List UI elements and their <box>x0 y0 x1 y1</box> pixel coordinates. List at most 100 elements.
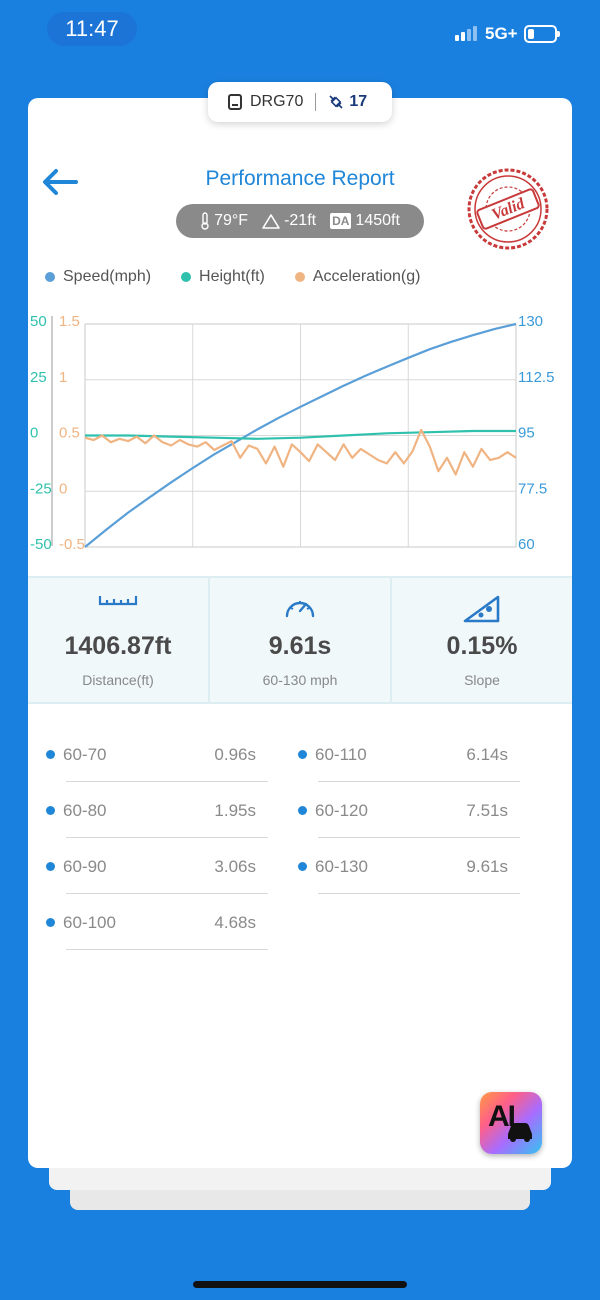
legend-label: Acceleration(g) <box>312 268 421 285</box>
legend-item-acceleration: Acceleration(g) <box>294 268 421 286</box>
time-label: 60-130 mph <box>262 672 338 688</box>
thermometer-icon <box>201 212 209 230</box>
valid-stamp-icon: Valid <box>467 168 549 250</box>
bullet-icon <box>298 806 307 815</box>
temperature-item: 79°F <box>200 212 248 230</box>
satellite-count: 17 <box>349 93 368 110</box>
list-item: 60-120 7.51s <box>280 782 520 838</box>
device-icon <box>228 94 242 110</box>
device-tab[interactable]: DRG70 17 <box>208 82 392 122</box>
list-item: 60-90 3.06s <box>28 838 268 894</box>
left-tick-label: 25 <box>30 369 47 386</box>
chart-legend: Speed(mph) Height(ft) Acceleration(g) <box>45 268 420 286</box>
divider <box>66 837 268 838</box>
divider <box>318 893 520 894</box>
density-altitude-item: DA 1450ft <box>330 212 400 230</box>
performance-chart: 50 25 0 -25 -50 1.5 1 0.5 0 -0.5 130 112.5 95 77.5 60 <box>30 313 554 553</box>
list-item: 60-70 0.96s <box>28 726 268 782</box>
split-range: 60-130 <box>315 857 368 876</box>
divider <box>318 837 520 838</box>
speedometer-icon <box>285 601 315 618</box>
bullet-icon <box>298 750 307 759</box>
legend-item-height: Height(ft) <box>181 268 265 286</box>
legend-label: Height(ft) <box>199 268 265 285</box>
stat-time: 9.61s 60-130 mph <box>210 578 392 702</box>
legend-label: Speed(mph) <box>63 268 152 285</box>
legend-item-speed: Speed(mph) <box>45 268 151 286</box>
slope-icon <box>463 595 500 623</box>
network-label: 5G+ <box>485 24 518 43</box>
satellite-icon <box>329 95 343 109</box>
battery-icon <box>524 25 560 43</box>
series-line-speed-mph <box>84 322 517 548</box>
bullet-icon <box>46 806 55 815</box>
left-tick-label: -50 <box>30 536 52 553</box>
series-line-height-ft <box>85 429 516 440</box>
split-time: 4.68s <box>214 913 256 932</box>
car-icon <box>508 1123 532 1142</box>
stat-distance: 1406.87ft Distance(ft) <box>28 578 210 702</box>
right-tick-label: 130 <box>518 313 543 330</box>
divider <box>66 781 268 782</box>
right-tick-label: 77.5 <box>518 480 547 497</box>
conditions-badge: 79°F -21ft DA 1450ft <box>176 204 424 238</box>
list-item: 60-100 4.68s <box>28 894 268 950</box>
split-time: 9.61s <box>466 857 508 876</box>
right-tick-label: 112.5 <box>518 369 554 386</box>
left-tick-label: 0 <box>30 425 38 442</box>
split-time: 6.14s <box>466 745 508 764</box>
split-time: 1.95s <box>214 801 256 820</box>
right-tick-label: 95 <box>518 425 535 442</box>
split-range: 60-70 <box>63 745 107 764</box>
bullet-icon <box>46 750 55 759</box>
home-indicator[interactable] <box>193 1281 407 1288</box>
ruler-icon <box>98 596 138 606</box>
series-line-acceleration-g <box>84 428 517 476</box>
split-range: 60-120 <box>315 801 368 820</box>
divider <box>66 949 268 950</box>
slope-label: Slope <box>464 672 500 688</box>
split-time: 7.51s <box>466 801 508 820</box>
legend-dot <box>294 272 305 282</box>
back-arrow-icon[interactable] <box>40 167 80 197</box>
divider <box>318 781 520 782</box>
list-item: 60-110 6.14s <box>280 726 520 782</box>
left-inner-tick-label: 0.5 <box>59 425 80 442</box>
legend-dot <box>181 272 192 282</box>
mountain-icon <box>262 214 280 229</box>
status-time: 11:47 <box>47 12 137 46</box>
distance-value: 1406.87ft <box>64 632 172 660</box>
left-tick-label: -25 <box>30 480 52 497</box>
page-title: Performance Report <box>205 167 395 190</box>
divider <box>315 93 317 111</box>
temperature-value: 79°F <box>214 212 249 229</box>
left-inner-tick-label: 1.5 <box>59 313 80 330</box>
slope-value: 0.15% <box>446 632 518 660</box>
density-altitude-value: 1450ft <box>355 212 400 229</box>
status-bar: 11:47 5G+ <box>0 0 600 60</box>
device-name: DRG70 <box>250 93 304 110</box>
elevation-item: -21ft <box>262 212 316 230</box>
da-icon: DA <box>330 213 352 229</box>
time-value: 9.61s <box>268 632 332 660</box>
legend-dot <box>45 272 55 282</box>
elevation-value: -21ft <box>284 212 317 229</box>
bullet-icon <box>46 862 55 871</box>
left-inner-tick-label: -0.5 <box>59 536 85 553</box>
split-range: 60-80 <box>63 801 107 820</box>
divider <box>66 893 268 894</box>
stat-slope: 0.15% Slope <box>392 578 572 702</box>
list-item: 60-80 1.95s <box>28 782 268 838</box>
ai-assistant-button[interactable]: AI <box>480 1092 542 1154</box>
bullet-icon <box>298 862 307 871</box>
split-range: 60-110 <box>315 745 367 764</box>
split-range: 60-90 <box>63 857 107 876</box>
stats-row: 1406.87ft Distance(ft) 9.61s 60-130 mph … <box>28 576 572 704</box>
left-tick-label: 50 <box>30 313 47 330</box>
right-tick-label: 60 <box>518 536 535 553</box>
left-inner-tick-label: 1 <box>59 369 67 386</box>
list-item: 60-130 9.61s <box>280 838 520 894</box>
left-inner-tick-label: 0 <box>59 480 67 497</box>
split-time: 0.96s <box>214 745 256 764</box>
split-range: 60-100 <box>63 913 116 932</box>
